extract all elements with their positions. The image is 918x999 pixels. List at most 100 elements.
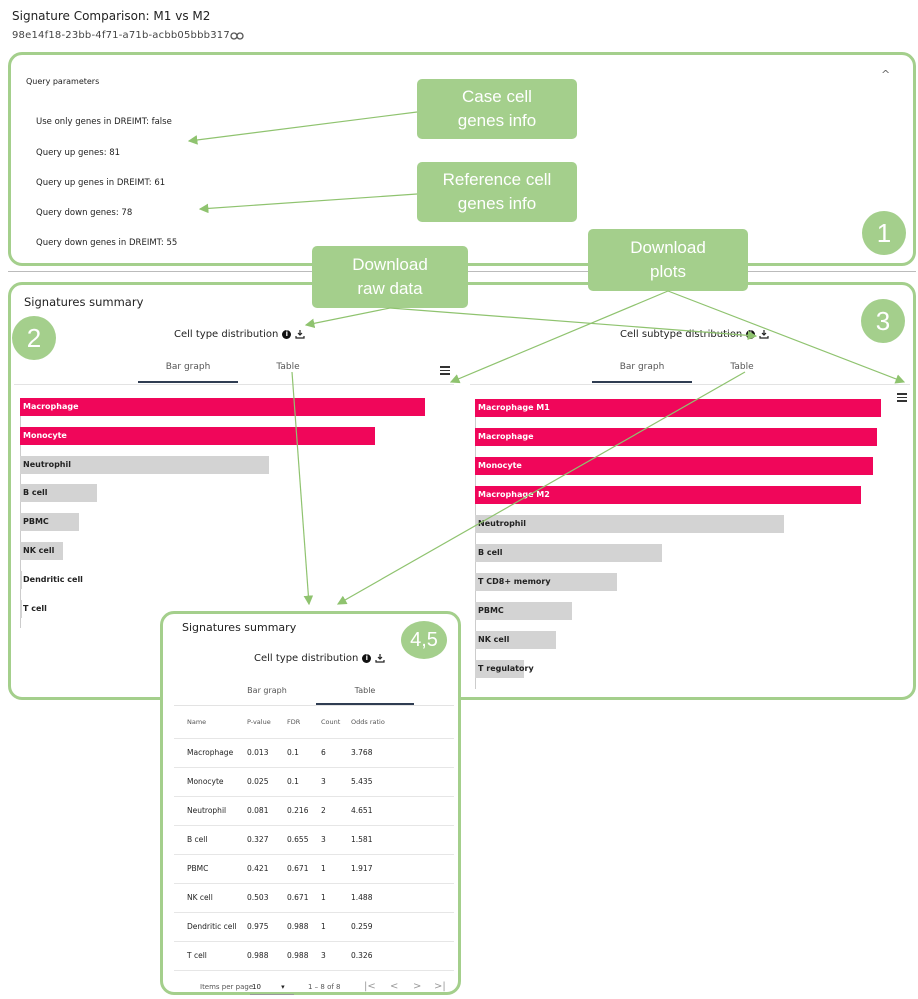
dropdown-arrow-icon: ▾ bbox=[281, 983, 285, 991]
table-cell: 3 bbox=[321, 777, 326, 786]
tab-bar-graph-left[interactable]: Bar graph bbox=[165, 362, 211, 372]
bar-label: Neutrophil bbox=[478, 519, 526, 528]
tab-active-indicator-left bbox=[138, 381, 238, 383]
table-header-count: Count bbox=[321, 718, 341, 726]
table-cell: 0.988 bbox=[287, 951, 309, 960]
bar-t-cell[interactable] bbox=[20, 599, 22, 618]
query-parameters-title[interactable]: Query parameters bbox=[26, 77, 100, 86]
inset-tab-active-indicator bbox=[316, 703, 414, 705]
table-row-line bbox=[174, 825, 454, 826]
info-icon[interactable]: i bbox=[282, 329, 292, 339]
table-header-line bbox=[174, 738, 454, 739]
bar-neutrophil[interactable] bbox=[20, 455, 269, 474]
table-header-p-value: P-value bbox=[247, 718, 271, 726]
info-icon[interactable]: i bbox=[746, 329, 756, 339]
bar-label: Neutrophil bbox=[23, 459, 71, 469]
bar-monocyte[interactable] bbox=[475, 457, 873, 475]
table-cell: 0.655 bbox=[287, 835, 309, 844]
first-page-icon[interactable]: |< bbox=[364, 981, 376, 992]
query-param-down-genes: Query down genes: 78 bbox=[36, 208, 133, 218]
table-header-odds-ratio: Odds ratio bbox=[351, 718, 385, 726]
download-icon[interactable] bbox=[295, 329, 305, 339]
previous-page-icon[interactable]: < bbox=[390, 981, 399, 992]
items-per-page-select[interactable]: 10 ▾ bbox=[252, 983, 285, 991]
table-cell: 6 bbox=[321, 748, 326, 757]
query-param-only-dreimt: Use only genes in DREIMT: false bbox=[36, 117, 172, 127]
bar-pbmc[interactable] bbox=[475, 602, 572, 620]
chevron-up-icon[interactable]: ^ bbox=[881, 68, 891, 81]
next-page-icon[interactable]: > bbox=[413, 981, 422, 992]
bar-label: Macrophage bbox=[478, 432, 534, 441]
bar-macrophage[interactable] bbox=[475, 428, 877, 446]
table-row-line bbox=[174, 941, 454, 942]
inset-tabs-divider bbox=[174, 705, 454, 706]
table-cell: 2 bbox=[321, 806, 326, 815]
table-cell: 0.988 bbox=[247, 951, 269, 960]
bar-macrophage[interactable] bbox=[20, 398, 425, 416]
bar-dendritic-cell[interactable] bbox=[20, 570, 22, 589]
table-cell: 0.421 bbox=[247, 864, 269, 873]
inset-summary-title: Signatures summary bbox=[182, 621, 297, 634]
table-cell: 0.326 bbox=[351, 951, 373, 960]
table-cell: 0.327 bbox=[247, 835, 269, 844]
callout-dlraw-line1: Download bbox=[352, 255, 428, 274]
inset-cell-type-title: Cell type distribution bbox=[254, 653, 359, 664]
table-cell: 5.435 bbox=[351, 777, 373, 786]
table-cell: 0.013 bbox=[247, 748, 269, 757]
bar-label: Macrophage M2 bbox=[478, 490, 550, 499]
table-row-line bbox=[174, 883, 454, 884]
inset-cell-type-header: Cell type distribution i bbox=[254, 653, 385, 664]
bar-nk-cell[interactable] bbox=[475, 631, 556, 649]
cell-subtype-distribution-title: Cell subtype distribution bbox=[620, 329, 743, 340]
callout-case-genes: Case cell genes info bbox=[417, 79, 577, 139]
table-row-line bbox=[174, 912, 454, 913]
inset-tab-table[interactable]: Table bbox=[354, 686, 376, 695]
items-per-page-underline bbox=[250, 994, 294, 995]
tab-bar-graph-right[interactable]: Bar graph bbox=[619, 362, 665, 372]
table-cell: 0.081 bbox=[247, 806, 269, 815]
bar-label: Monocyte bbox=[23, 430, 67, 440]
chart-menu-icon-right[interactable] bbox=[897, 393, 907, 402]
callout-dlplots-line1: Download bbox=[630, 238, 706, 257]
table-cell: 1.488 bbox=[351, 893, 373, 902]
callout-case-line2: genes info bbox=[457, 111, 537, 130]
table-cell: 0.503 bbox=[247, 893, 269, 902]
table-cell: 1.581 bbox=[351, 835, 373, 844]
bar-b-cell[interactable] bbox=[20, 484, 97, 503]
badge-3: 3 bbox=[861, 299, 905, 343]
tab-table-left[interactable]: Table bbox=[276, 362, 300, 372]
query-param-up-genes: Query up genes: 81 bbox=[36, 148, 121, 158]
bar-t-regulatory[interactable] bbox=[475, 660, 524, 678]
cell-type-distribution-title: Cell type distribution bbox=[174, 329, 279, 340]
table-header-fdr: FDR bbox=[287, 718, 301, 726]
last-page-icon[interactable]: >| bbox=[434, 981, 446, 992]
signature-id: 98e14f18-23bb-4f71-a71b-acbb05bbb317 bbox=[12, 30, 230, 41]
items-per-page-value: 10 bbox=[252, 983, 261, 991]
table-cell: PBMC bbox=[187, 864, 209, 873]
table-cell: Neutrophil bbox=[187, 806, 227, 815]
download-icon[interactable] bbox=[759, 329, 769, 339]
info-icon[interactable]: i bbox=[362, 653, 372, 663]
items-per-page-label: Items per page: bbox=[200, 983, 256, 991]
table-cell: Monocyte bbox=[187, 777, 224, 786]
query-param-up-genes-dreimt: Query up genes in DREIMT: 61 bbox=[36, 178, 166, 188]
table-cell: 0.1 bbox=[287, 777, 299, 786]
bar-label: T regulatory bbox=[478, 664, 534, 673]
bar-pbmc[interactable] bbox=[20, 513, 79, 532]
page-title: Signature Comparison: M1 vs M2 bbox=[12, 9, 211, 23]
table-cell: 0.259 bbox=[351, 922, 373, 931]
link-icon[interactable] bbox=[230, 30, 244, 42]
callout-ref-line1: Reference cell bbox=[442, 170, 552, 189]
cell-type-distribution-header: Cell type distribution i bbox=[174, 329, 305, 340]
table-cell: 1 bbox=[321, 893, 326, 902]
bar-monocyte[interactable] bbox=[20, 426, 375, 445]
bar-nk-cell[interactable] bbox=[20, 542, 63, 560]
inset-tab-bar-graph[interactable]: Bar graph bbox=[247, 686, 287, 695]
chart-menu-icon-left[interactable] bbox=[440, 366, 450, 375]
tab-table-right[interactable]: Table bbox=[730, 362, 754, 372]
bar-b-cell[interactable] bbox=[475, 544, 662, 562]
download-icon[interactable] bbox=[375, 653, 385, 663]
callout-ref-line2: genes info bbox=[457, 194, 537, 213]
bar-label: Macrophage M1 bbox=[478, 403, 550, 412]
bar-label: T cell bbox=[23, 603, 47, 613]
